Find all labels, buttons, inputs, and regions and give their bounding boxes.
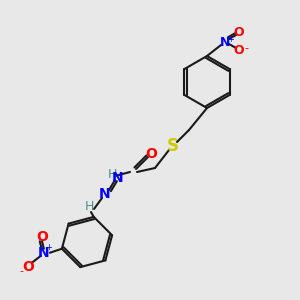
Text: N: N	[220, 35, 230, 49]
Text: O: O	[145, 147, 157, 161]
Text: H: H	[107, 167, 117, 181]
Text: +: +	[228, 34, 234, 43]
Text: -: -	[244, 43, 248, 53]
Text: -: -	[20, 266, 24, 276]
Text: S: S	[167, 137, 179, 155]
Text: N: N	[112, 171, 124, 185]
Text: +: +	[45, 243, 52, 252]
Text: O: O	[234, 26, 244, 38]
Text: O: O	[22, 260, 34, 274]
Text: H: H	[84, 200, 94, 212]
Text: N: N	[38, 246, 50, 260]
Text: O: O	[36, 230, 48, 244]
Text: N: N	[99, 187, 111, 201]
Text: O: O	[234, 44, 244, 56]
